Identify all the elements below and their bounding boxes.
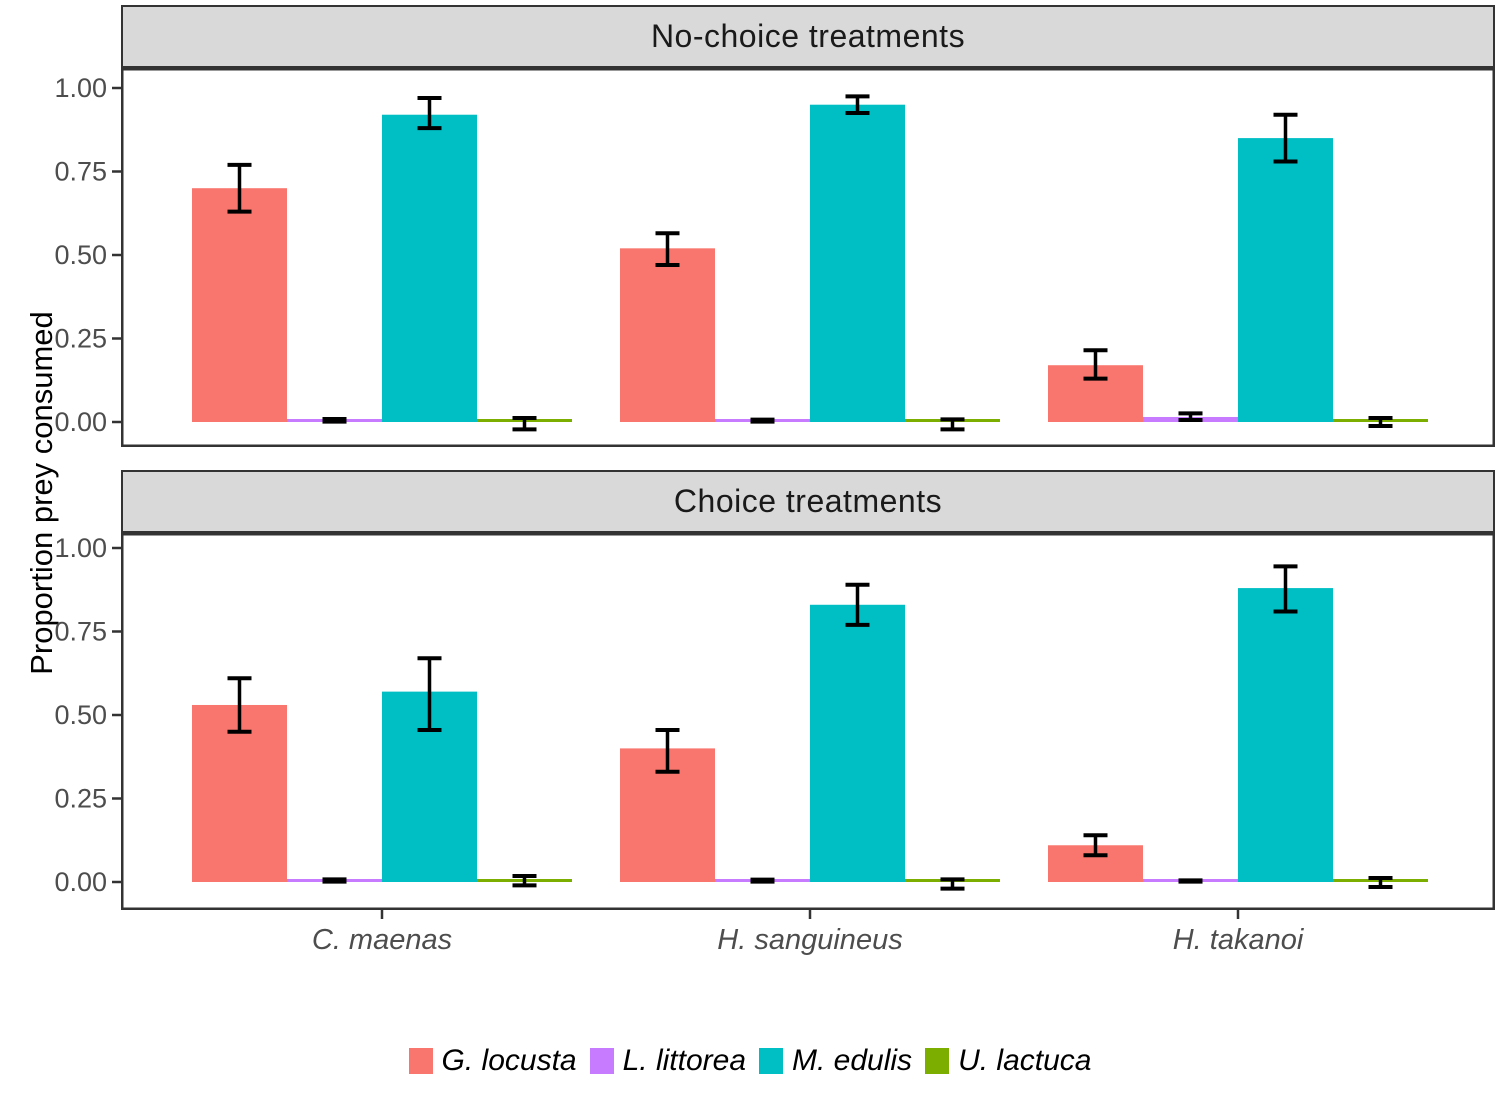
bar-g-locusta — [192, 704, 287, 882]
bar-m-edulis — [1238, 138, 1333, 422]
x-axis-label-h-takanoi: H. takanoi — [1172, 924, 1304, 956]
facet-strip-label-no-choice: No-choice treatments — [650, 18, 966, 54]
choice-panel: 0.00 0.25 0.50 0.75 1.00 — [54, 533, 1495, 919]
legend-item-l-littorea: L. littorea — [589, 1044, 747, 1078]
facet-strip-choice: Choice treatments — [121, 470, 1495, 533]
y-axis-tick-label: 0.25 — [54, 324, 107, 354]
y-axis-tick-label: 0.50 — [54, 700, 107, 730]
bar-m-edulis — [1238, 588, 1333, 882]
y-axis-tick-label: 0.50 — [54, 240, 107, 270]
y-axis-tick-label: 0.00 — [54, 407, 107, 437]
legend-swatch-g-locusta — [408, 1048, 433, 1074]
y-axis-tick-label: 0.75 — [54, 157, 107, 187]
legend-swatch-m-edulis — [759, 1048, 784, 1074]
legend-label-g-locusta: G. locusta — [441, 1044, 577, 1077]
legend-label-m-edulis: M. edulis — [792, 1044, 913, 1077]
legend-swatch-u-lactuca — [925, 1048, 950, 1074]
bar-m-edulis — [382, 114, 477, 422]
bar-g-locusta — [620, 248, 715, 422]
y-axis-tick-label: 1.00 — [54, 533, 107, 563]
legend-item-g-locusta: G. locusta — [408, 1044, 577, 1078]
y-axis-tick-label: 1.00 — [54, 73, 107, 103]
no-choice-panel: 0.00 0.25 0.50 0.75 1.00 — [54, 68, 1495, 447]
y-axis-tick-label: 0.75 — [54, 617, 107, 647]
bar-m-edulis — [810, 604, 905, 882]
legend-item-u-lactuca: U. lactuca — [925, 1044, 1091, 1078]
y-axis-tick-label: 0.00 — [54, 867, 107, 897]
legend-item-m-edulis: M. edulis — [759, 1044, 912, 1078]
bar-m-edulis — [810, 104, 905, 422]
legend-label-u-lactuca: U. lactuca — [958, 1044, 1092, 1077]
legend-label-l-littorea: L. littorea — [622, 1044, 747, 1077]
x-axis-label-h-sanguineus: H. sanguineus — [717, 924, 903, 956]
facet-strip-no-choice: No-choice treatments — [121, 5, 1495, 68]
bar-g-locusta — [192, 188, 287, 422]
legend: G. locusta L. littorea M. edulis U. lact… — [0, 1044, 1500, 1078]
legend-swatch-l-littorea — [589, 1048, 614, 1074]
facet-strip-label-choice: Choice treatments — [673, 483, 943, 519]
y-axis-tick-label: 0.25 — [54, 784, 107, 814]
x-axis-label-c-maenas: C. maenas — [311, 924, 453, 956]
